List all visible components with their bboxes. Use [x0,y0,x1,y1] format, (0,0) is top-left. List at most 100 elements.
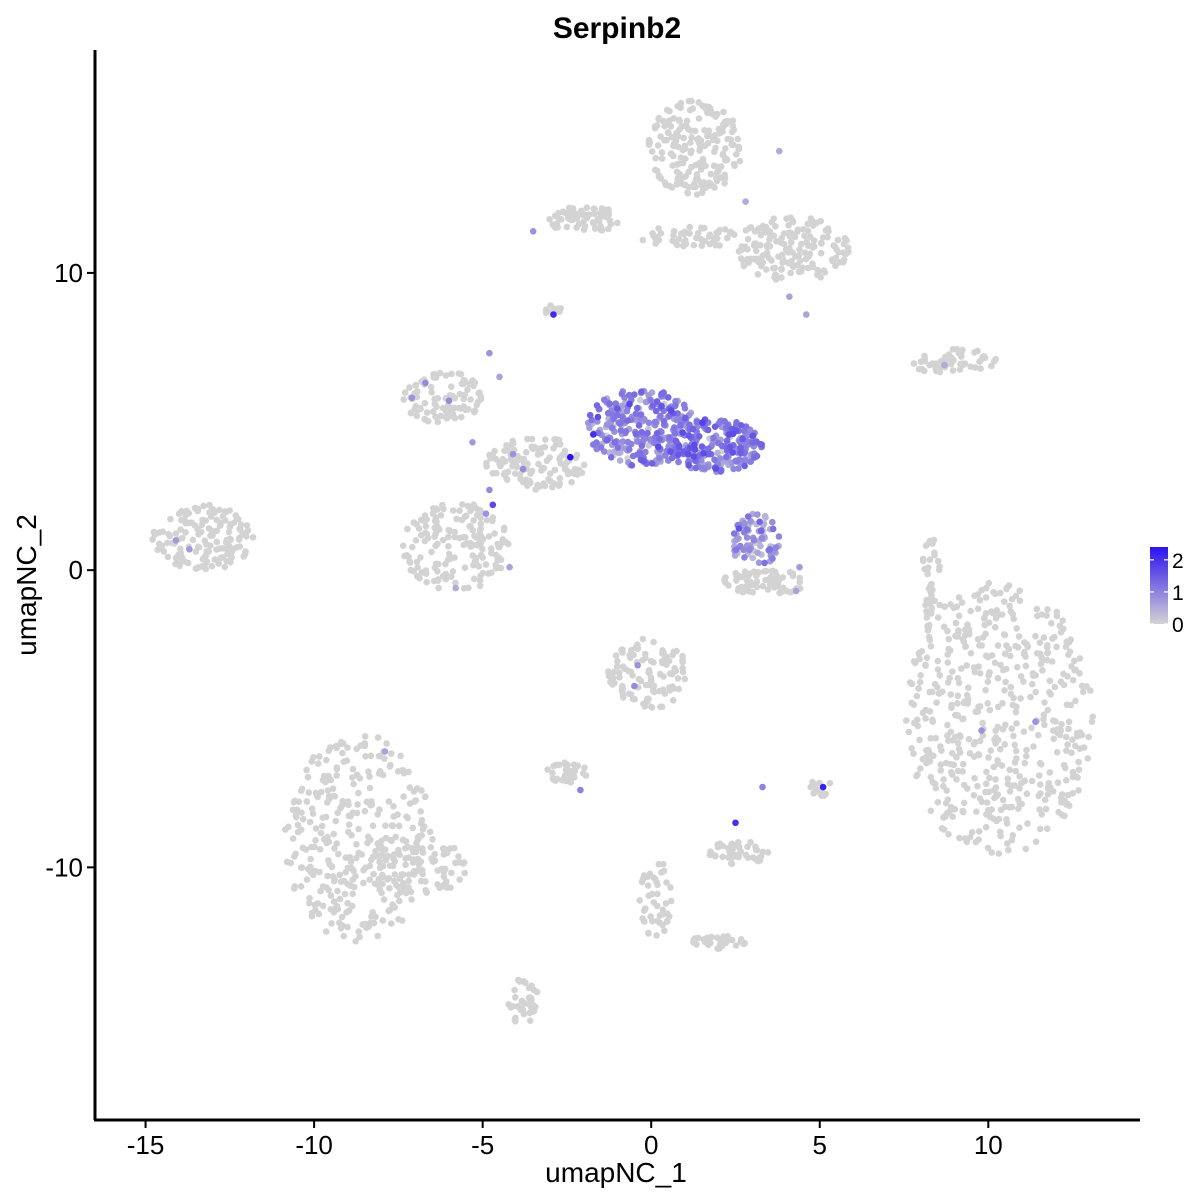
cell-point [963,662,970,669]
cell-point [317,887,324,895]
cell-point [370,870,377,878]
cell-point [1042,805,1050,813]
cell-point [958,347,965,355]
cell-point [953,603,961,610]
cell-point [545,476,552,483]
cell-point [513,463,521,471]
cell-point [761,559,768,567]
cell-point [405,871,413,878]
cell-point [613,412,621,419]
cell-point [443,884,451,891]
cell-point [944,796,952,803]
cell-point [911,659,919,667]
cell-point [934,614,942,621]
cell-point [976,358,983,365]
cell-point [460,585,468,592]
cell-point [223,536,231,544]
cell-point [479,569,487,577]
cell-point [944,659,952,666]
cell-point [730,530,738,537]
cell-point [1057,727,1065,734]
cell-point [586,411,594,419]
cell-point [412,382,420,389]
cell-point [1023,746,1030,754]
cell-point [292,812,300,819]
cell-point [477,520,485,528]
cell-point [1050,735,1057,743]
cell-point [966,833,974,841]
cell-point [530,1007,538,1015]
cell-point [728,860,736,868]
cell-point [676,444,683,451]
cell-point [616,674,623,681]
cell-point [1036,825,1044,833]
cell-point [299,815,307,823]
cell-point [950,761,958,769]
cell-point [349,902,356,910]
cell-point [986,706,994,714]
cell-point [319,902,327,910]
cell-point [421,399,429,407]
cell-point [667,448,674,456]
cell-point [194,507,201,515]
cell-point [940,782,947,790]
cell-point [291,885,298,892]
cell-point [562,771,569,779]
cell-point [808,243,816,250]
cell-point [456,507,463,514]
cell-point [976,596,984,604]
cell-point [928,604,936,612]
cell-point [930,752,937,760]
cell-point [758,534,766,542]
cell-point [655,115,662,123]
cell-point [648,890,656,898]
cell-point [356,933,363,941]
cell-point [925,585,933,593]
cell-point [394,768,402,775]
cell-point [666,182,673,190]
cell-point [730,141,737,149]
cell-point [456,876,464,883]
cell-point [1040,634,1048,641]
cell-point [379,862,387,870]
cell-point [1037,790,1044,797]
cell-point [1018,800,1025,808]
cell-point [1020,728,1028,735]
expressed-cell-point [819,783,827,791]
cell-point [594,216,601,223]
cell-point [739,588,747,596]
cell-point [546,216,553,223]
cell-point [656,435,663,443]
cell-point [701,224,708,232]
cell-point [945,351,953,358]
cell-point [327,776,335,784]
cell-point [778,274,785,281]
cell-point [659,686,667,693]
cell-point [563,467,571,474]
cell-point [674,675,682,682]
x-tick-label: -10 [295,1130,333,1160]
cell-point [975,836,982,843]
cell-point [547,470,554,477]
cell-point [642,905,649,912]
cell-point [993,817,1000,825]
cell-point [551,466,559,474]
cell-point [475,542,483,549]
cell-point [559,208,567,216]
cell-point [399,542,407,549]
cell-point [365,768,372,775]
cell-point [374,734,382,741]
cell-point [337,878,345,885]
cell-point [1028,724,1035,732]
cell-point [665,657,673,665]
cell-point [1027,693,1034,701]
cell-point [971,592,978,600]
legend-ticks: 2 1 0 [1150,550,1184,637]
cell-point [685,432,693,439]
cell-point [455,853,462,860]
cell-point [746,255,754,263]
cell-point [672,137,680,145]
cell-point [344,864,352,872]
cell-point [994,674,1002,682]
cell-point [979,719,986,727]
